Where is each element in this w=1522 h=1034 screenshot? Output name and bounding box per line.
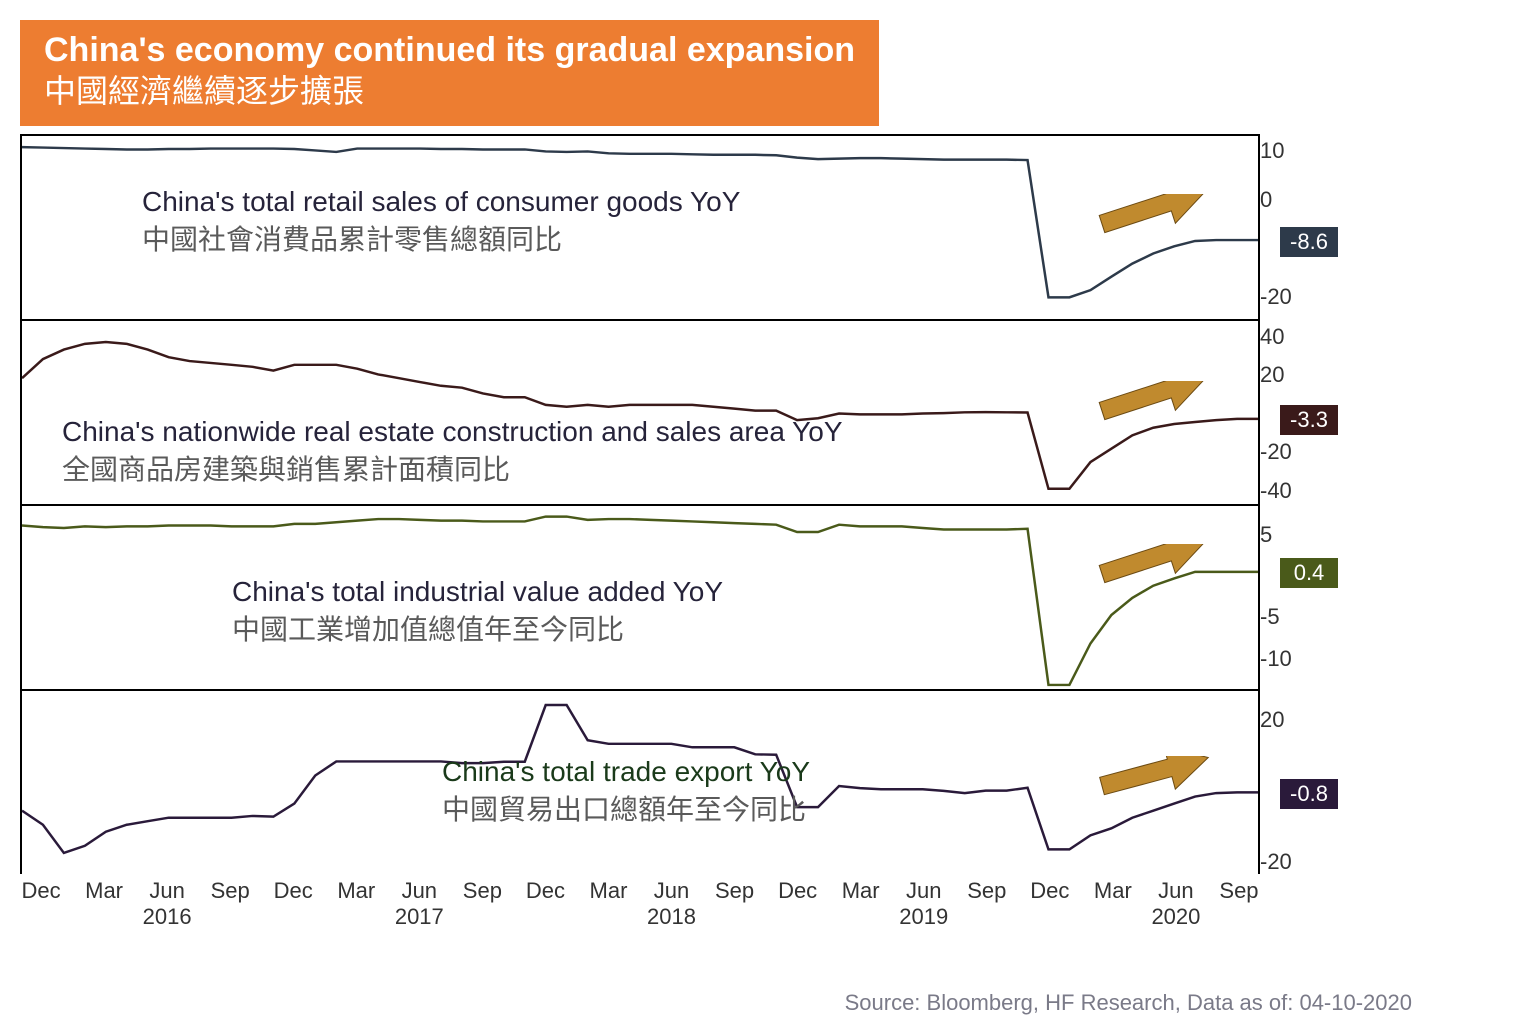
trend-arrow-icon	[1092, 381, 1222, 441]
x-tick-label: Jun2017	[395, 878, 444, 930]
x-tick-label: Dec	[526, 878, 565, 904]
y-tick-label: -5	[1260, 604, 1320, 630]
y-tick-label: -10	[1260, 646, 1320, 672]
x-tick-label: Mar	[842, 878, 880, 904]
y-tick-label: 0	[1260, 187, 1320, 213]
panel-retail-sales: 100-20-8.6China's total retail sales of …	[20, 134, 1260, 319]
y-tick-label: 5	[1260, 522, 1320, 548]
data-line	[22, 342, 1258, 489]
x-tick-label: Sep	[1219, 878, 1258, 904]
x-tick-label: Sep	[967, 878, 1006, 904]
x-tick-label: Jun2019	[899, 878, 948, 930]
y-tick-label: 20	[1260, 362, 1320, 388]
x-tick-label: Jun2020	[1151, 878, 1200, 930]
x-tick-label: Mar	[590, 878, 628, 904]
title-chinese: 中國經濟繼續逐步擴張	[44, 71, 855, 113]
x-axis: Dec Mar Jun2016 Sep Dec Mar Jun2017 Sep Dec Mar Ju…	[20, 878, 1260, 948]
data-line	[22, 517, 1258, 685]
x-tick-label: Mar	[1094, 878, 1132, 904]
y-tick-label: -20	[1260, 284, 1320, 310]
title-english: China's economy continued its gradual ex…	[44, 30, 855, 71]
x-tick-label: Sep	[463, 878, 502, 904]
trend-arrow-icon	[1092, 756, 1222, 816]
y-tick-label: -40	[1260, 478, 1320, 504]
y-tick-label: 10	[1260, 138, 1320, 164]
x-tick-label: Dec	[274, 878, 313, 904]
x-tick-label: Jun2018	[647, 878, 696, 930]
y-tick-label: -20	[1260, 439, 1320, 465]
last-value-badge: -3.3	[1280, 405, 1338, 435]
panel-real-estate: 4020-20-40-3.3China's nationwide real es…	[20, 319, 1260, 504]
last-value-badge: -0.8	[1280, 779, 1338, 809]
panel-industrial: 5-5-100.4China's total industrial value …	[20, 504, 1260, 689]
x-tick-label: Sep	[211, 878, 250, 904]
panel-export: 20-20-0.8China's total trade export YoY中…	[20, 689, 1260, 874]
last-value-badge: -8.6	[1280, 227, 1338, 257]
charts-container: 100-20-8.6China's total retail sales of …	[20, 134, 1330, 948]
title-block: China's economy continued its gradual ex…	[20, 20, 879, 126]
x-tick-label: Dec	[778, 878, 817, 904]
x-tick-label: Mar	[85, 878, 123, 904]
trend-arrow-icon	[1092, 194, 1222, 254]
x-tick-label: Sep	[715, 878, 754, 904]
x-tick-label: Mar	[337, 878, 375, 904]
trend-arrow-icon	[1092, 544, 1222, 604]
source-attribution: Source: Bloomberg, HF Research, Data as …	[845, 990, 1412, 1016]
data-line	[22, 705, 1258, 853]
data-line	[22, 147, 1258, 297]
x-tick-label: Dec	[1030, 878, 1069, 904]
x-tick-label: Jun2016	[143, 878, 192, 930]
y-axis-ticks: 5 -5 -10	[1260, 506, 1320, 689]
last-value-badge: 0.4	[1280, 558, 1338, 588]
y-tick-label: 40	[1260, 324, 1320, 350]
y-tick-label: -20	[1260, 849, 1320, 875]
y-tick-label: 20	[1260, 707, 1320, 733]
x-tick-label: Dec	[21, 878, 60, 904]
